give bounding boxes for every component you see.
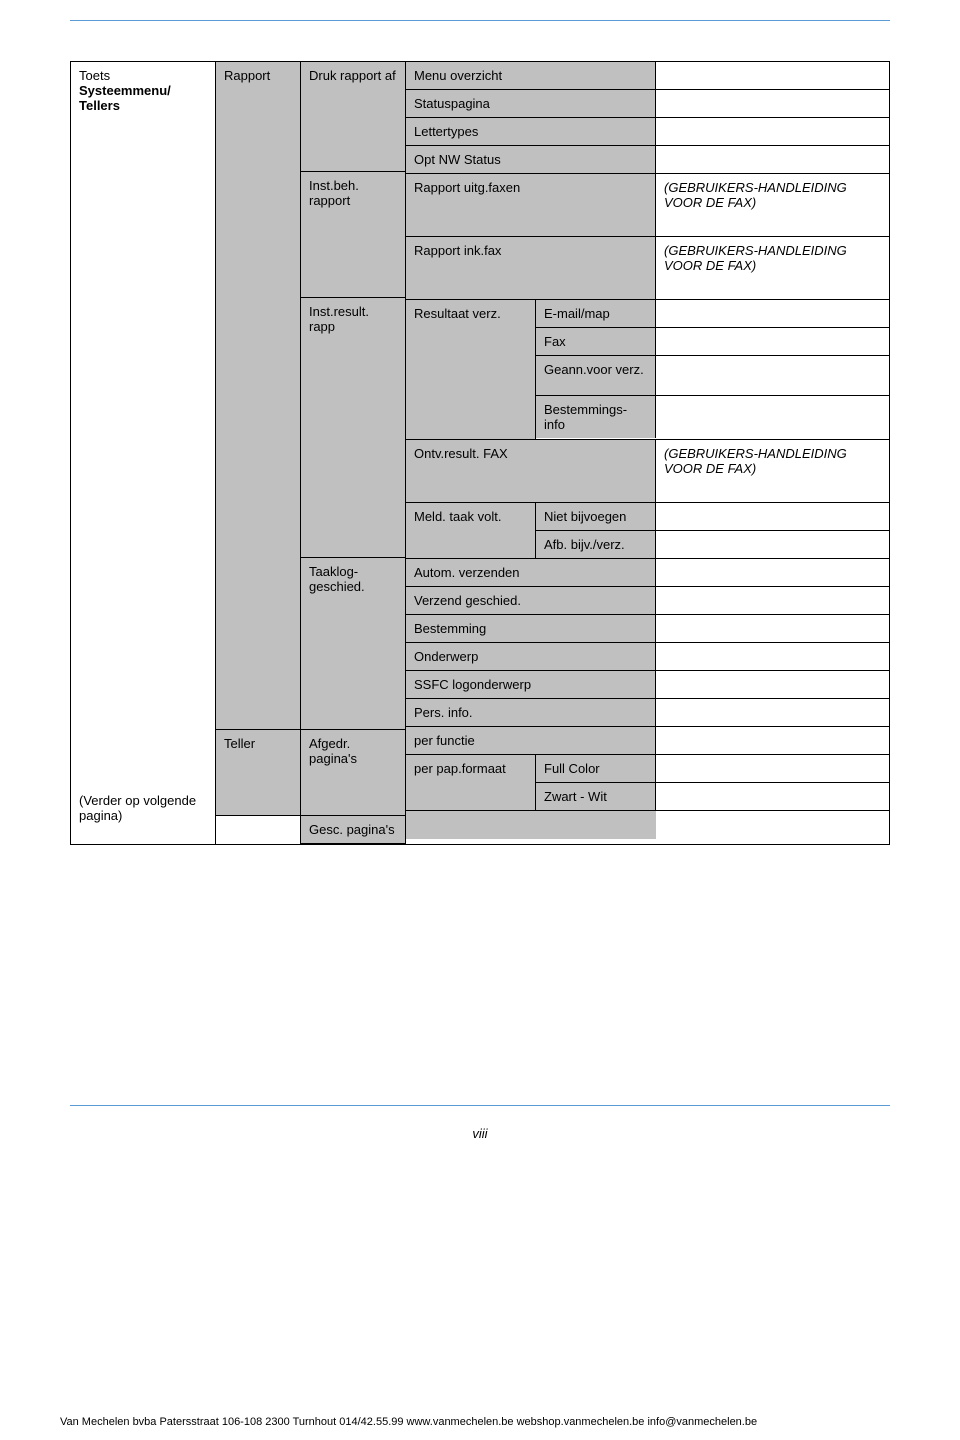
r-ssfc: SSFC logonderwerp	[406, 671, 656, 698]
blank	[656, 328, 889, 355]
col1-line2: Systeemmenu/	[79, 83, 207, 98]
blank	[656, 118, 889, 145]
col3-taaklog: Taaklog-geschied.	[301, 558, 405, 730]
r-emailmap: E-mail/map	[536, 300, 656, 327]
r-zwartwit: Zwart - Wit	[536, 783, 656, 810]
col1-continued: (Verder op volgende pagina)	[79, 793, 207, 823]
blank	[656, 811, 889, 839]
note-fax-3: (GEBRUIKERS-HANDLEIDING VOOR DE FAX)	[656, 440, 889, 502]
col3-druk: Druk rapport af	[301, 62, 405, 172]
r-onderwerp: Onderwerp	[406, 643, 656, 670]
blank	[656, 356, 889, 395]
r-perpap: per pap.formaat	[406, 755, 536, 810]
blank	[656, 755, 889, 782]
r-perfunc: per functie	[406, 727, 656, 754]
col3-instresult: Inst.result. rapp	[301, 298, 405, 558]
r-rapfaxen: Rapport uitg.faxen	[406, 174, 656, 236]
blank	[656, 300, 889, 327]
col4: Menu overzicht Statuspagina Lettertypes …	[406, 62, 889, 844]
footer-text: Van Mechelen bvba Patersstraat 106-108 2…	[60, 1416, 900, 1428]
r-meldtaak: Meld. taak volt.	[406, 503, 536, 558]
col1-label: Toets Systeemmenu/ Tellers (Verder op vo…	[71, 62, 216, 844]
col3-afgedr: Afgedr. pagina's	[301, 730, 405, 816]
blank	[656, 587, 889, 614]
r-rapinkfax: Rapport ink.fax	[406, 237, 656, 299]
blank	[656, 396, 889, 438]
r-nietbij: Niet bijvoegen	[536, 503, 656, 530]
blank	[656, 146, 889, 173]
blank	[656, 727, 889, 754]
blank	[656, 503, 889, 530]
col2-teller: Teller	[216, 730, 300, 816]
r-persinfo: Pers. info.	[406, 699, 656, 726]
r-gesc-blank	[406, 811, 656, 839]
blank	[656, 699, 889, 726]
r-bestinfo: Bestemmings-info	[536, 396, 656, 438]
r-bestemming: Bestemming	[406, 615, 656, 642]
r-letter: Lettertypes	[406, 118, 656, 145]
r-ontvresult: Ontv.result. FAX	[406, 440, 656, 502]
blank	[656, 615, 889, 642]
r-optnw: Opt NW Status	[406, 146, 656, 173]
r-automverz: Autom. verzenden	[406, 559, 656, 586]
note-fax-1: (GEBRUIKERS-HANDLEIDING VOOR DE FAX)	[656, 174, 889, 236]
r-geann: Geann.voor verz.	[536, 356, 656, 395]
col3-instbeh: Inst.beh. rapport	[301, 172, 405, 298]
blank	[656, 671, 889, 698]
col1-line3: Tellers	[79, 98, 207, 113]
page-number: viii	[70, 1126, 890, 1141]
col2: Rapport Teller	[216, 62, 301, 844]
blank	[656, 559, 889, 586]
main-table: Toets Systeemmenu/ Tellers (Verder op vo…	[70, 61, 890, 845]
bottom-rule	[70, 1105, 890, 1106]
r-status: Statuspagina	[406, 90, 656, 117]
r-resultverz: Resultaat verz.	[406, 300, 536, 439]
r-verzendg: Verzend geschied.	[406, 587, 656, 614]
r-menu: Menu overzicht	[406, 62, 656, 89]
col1-line1: Toets	[79, 68, 207, 83]
col3-gesc: Gesc. pagina's	[301, 816, 405, 844]
top-rule	[70, 20, 890, 21]
r-fax: Fax	[536, 328, 656, 355]
blank	[656, 531, 889, 558]
col3: Druk rapport af Inst.beh. rapport Inst.r…	[301, 62, 406, 844]
note-fax-2: (GEBRUIKERS-HANDLEIDING VOOR DE FAX)	[656, 237, 889, 299]
col2-blank	[216, 816, 300, 844]
blank	[656, 62, 889, 89]
r-fullcolor: Full Color	[536, 755, 656, 782]
r-afbbijv: Afb. bijv./verz.	[536, 531, 656, 558]
blank	[656, 783, 889, 810]
blank	[656, 643, 889, 670]
blank	[656, 90, 889, 117]
col2-rapport: Rapport	[216, 62, 300, 730]
